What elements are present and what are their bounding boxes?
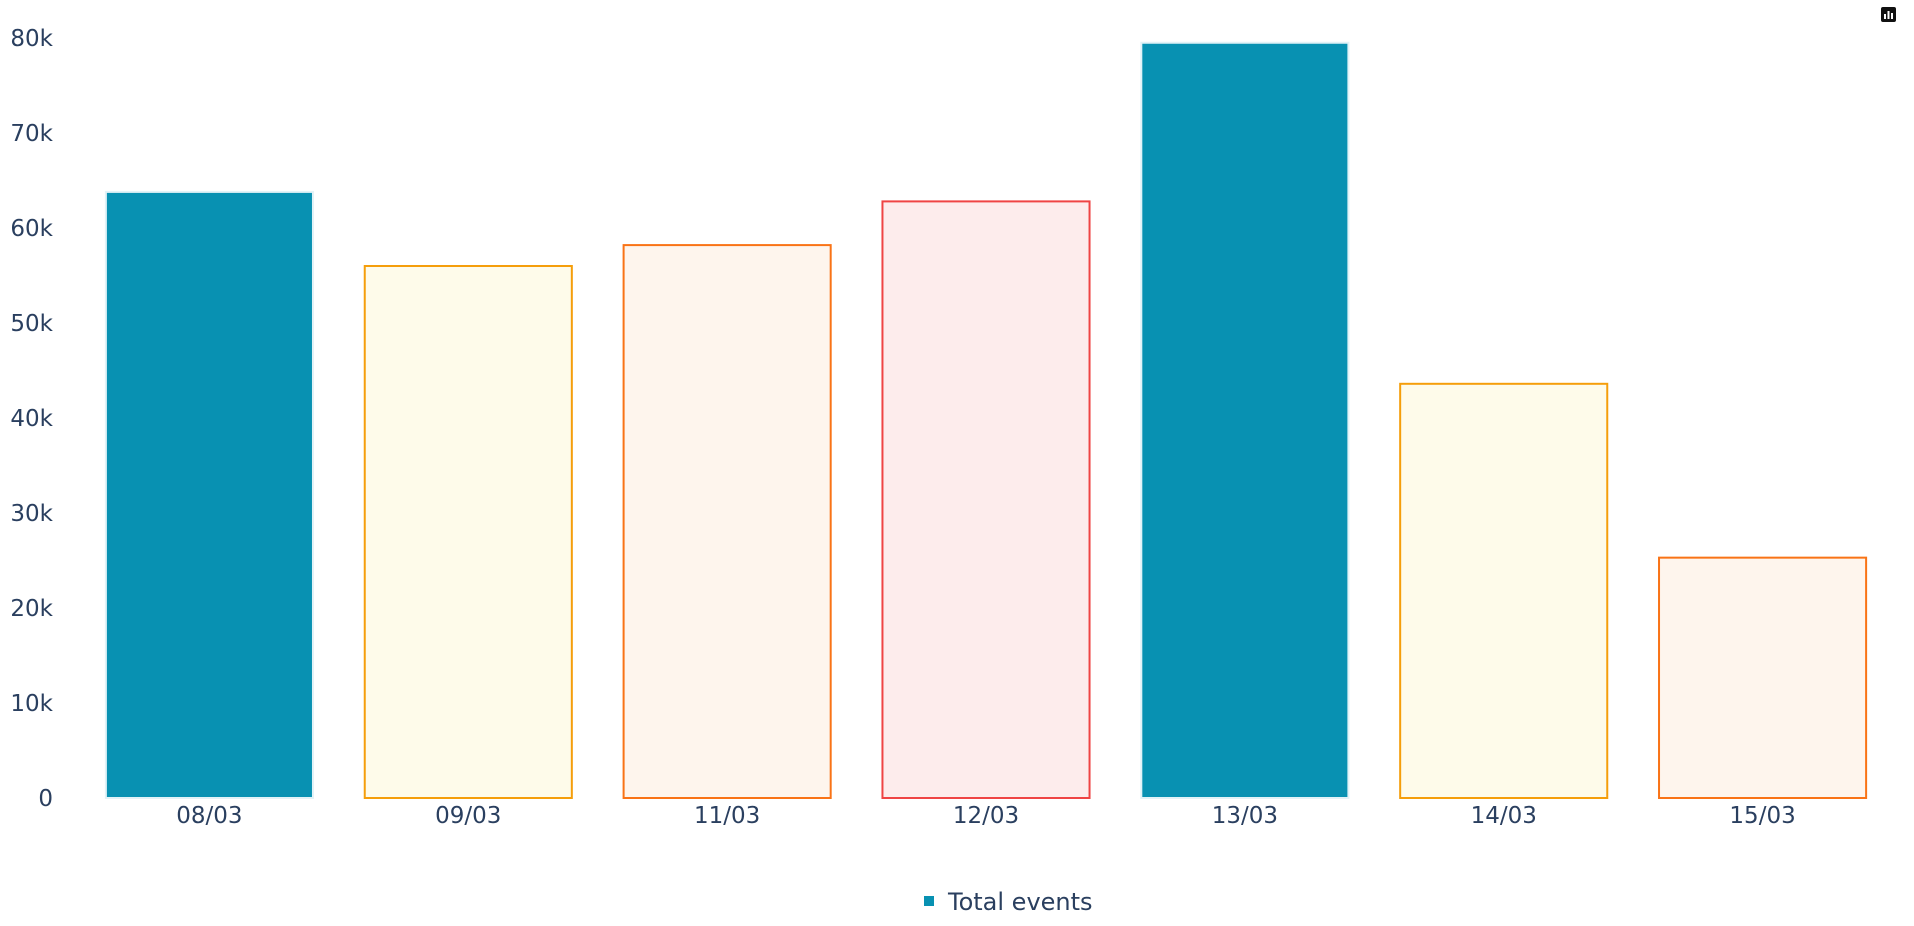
legend-swatch[interactable] — [924, 896, 934, 906]
y-tick-label: 50k — [10, 311, 53, 337]
legend[interactable]: Total events — [924, 888, 1093, 916]
bar[interactable] — [1140, 41, 1350, 799]
x-tick-label: 14/03 — [1471, 803, 1537, 829]
y-tick-label: 0 — [38, 786, 53, 812]
bar[interactable] — [363, 265, 573, 799]
y-tick-label: 30k — [10, 501, 53, 527]
x-tick-label: 11/03 — [694, 803, 760, 829]
bar[interactable] — [104, 190, 314, 799]
x-axis: 08/03 09/03 11/03 12/03 13/03 14/03 15/03 — [176, 803, 1795, 829]
y-tick-label: 10k — [10, 691, 53, 717]
y-axis: 0 10k 20k 30k 40k 50k 60k 70k 80k — [10, 26, 53, 812]
y-tick-label: 40k — [10, 406, 53, 432]
y-tick-label: 60k — [10, 216, 53, 242]
bar[interactable] — [622, 244, 832, 800]
x-tick-label: 12/03 — [953, 803, 1019, 829]
x-tick-label: 08/03 — [176, 803, 242, 829]
bar[interactable] — [1399, 382, 1609, 799]
bar[interactable] — [881, 200, 1091, 799]
y-tick-label: 80k — [10, 26, 53, 52]
y-tick-label: 70k — [10, 121, 53, 147]
bar-chart-icon[interactable] — [1881, 7, 1896, 22]
x-tick-label: 09/03 — [435, 803, 501, 829]
y-tick-label: 20k — [10, 596, 53, 622]
x-tick-label: 13/03 — [1212, 803, 1278, 829]
bar-series — [104, 41, 1868, 800]
legend-label[interactable]: Total events — [947, 888, 1093, 916]
bar[interactable] — [1658, 556, 1868, 800]
x-tick-label: 15/03 — [1729, 803, 1795, 829]
